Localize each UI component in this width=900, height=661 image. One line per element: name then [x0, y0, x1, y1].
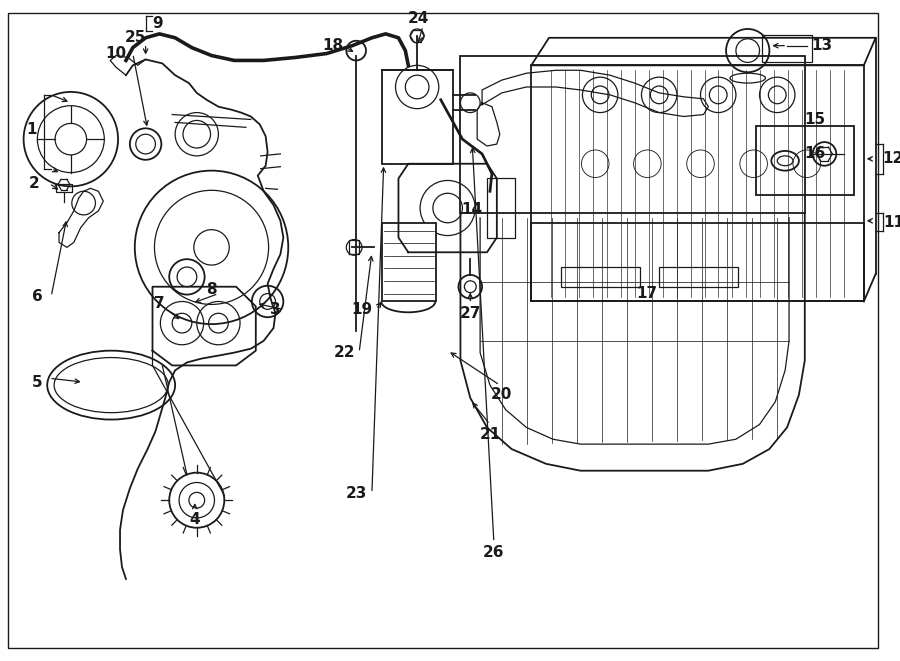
Bar — [659, 267, 738, 287]
Text: 6: 6 — [32, 289, 43, 304]
Text: 24: 24 — [408, 11, 428, 26]
Bar — [461, 56, 805, 213]
Bar — [561, 267, 640, 287]
Text: 19: 19 — [352, 302, 373, 317]
Text: 15: 15 — [804, 112, 825, 127]
Text: 7: 7 — [154, 296, 165, 311]
Text: 16: 16 — [804, 146, 825, 161]
Text: 18: 18 — [322, 38, 343, 53]
Text: 27: 27 — [460, 306, 481, 321]
Text: 26: 26 — [483, 545, 505, 560]
Text: 9: 9 — [152, 16, 163, 30]
Text: 12: 12 — [883, 151, 900, 167]
Bar — [756, 126, 854, 195]
Text: 2: 2 — [29, 176, 40, 191]
Text: 25: 25 — [125, 30, 147, 46]
Bar — [762, 35, 812, 62]
Text: 14: 14 — [462, 202, 482, 217]
Circle shape — [130, 128, 161, 160]
Text: 11: 11 — [883, 215, 900, 230]
Text: 13: 13 — [811, 38, 832, 53]
Text: 10: 10 — [105, 46, 127, 61]
Text: 17: 17 — [637, 286, 658, 301]
Text: 4: 4 — [190, 512, 200, 527]
Text: 23: 23 — [346, 486, 367, 501]
Bar — [382, 223, 436, 301]
Text: 8: 8 — [206, 282, 217, 297]
Text: 22: 22 — [334, 345, 356, 360]
Bar — [487, 178, 515, 237]
Text: 5: 5 — [32, 375, 42, 389]
Text: 21: 21 — [480, 427, 500, 442]
Circle shape — [726, 29, 770, 72]
Text: 20: 20 — [491, 387, 512, 403]
Text: 3: 3 — [270, 302, 281, 317]
Text: 1: 1 — [26, 122, 37, 137]
Bar — [382, 70, 453, 164]
